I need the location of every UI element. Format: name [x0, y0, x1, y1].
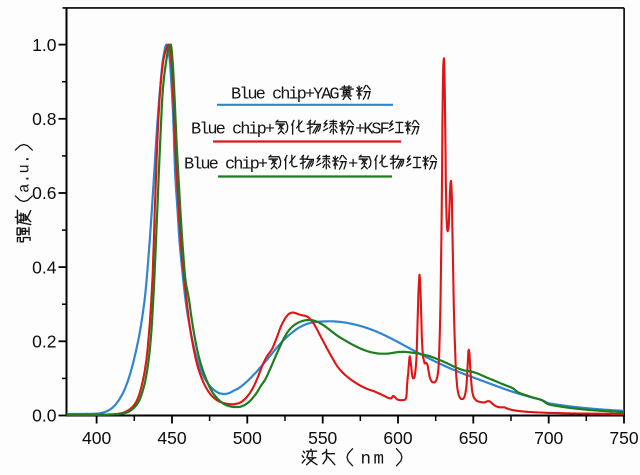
svg-text:550: 550: [308, 428, 337, 448]
svg-text:a.u.: a.u.: [16, 154, 34, 193]
svg-text:Blue chip+: Blue chip+: [191, 121, 275, 140]
svg-text:nm: nm: [361, 450, 387, 470]
svg-text:Blue chip+YAG: Blue chip+YAG: [231, 86, 339, 105]
svg-text:750: 750: [609, 428, 638, 448]
svg-text:+KSF: +KSF: [355, 121, 389, 140]
svg-text:0.0: 0.0: [32, 406, 57, 426]
svg-text:500: 500: [233, 428, 262, 448]
svg-text:0.4: 0.4: [32, 257, 57, 277]
svg-text:600: 600: [383, 428, 412, 448]
svg-text:0.6: 0.6: [32, 183, 56, 203]
svg-text:700: 700: [534, 428, 563, 448]
svg-text:400: 400: [82, 428, 111, 448]
svg-text:650: 650: [459, 428, 488, 448]
svg-text:450: 450: [157, 428, 186, 448]
svg-text:Blue chip+: Blue chip+: [184, 156, 268, 175]
svg-text:0.8: 0.8: [32, 109, 56, 129]
svg-text:1.0: 1.0: [32, 35, 57, 55]
svg-text:0.2: 0.2: [32, 332, 56, 352]
